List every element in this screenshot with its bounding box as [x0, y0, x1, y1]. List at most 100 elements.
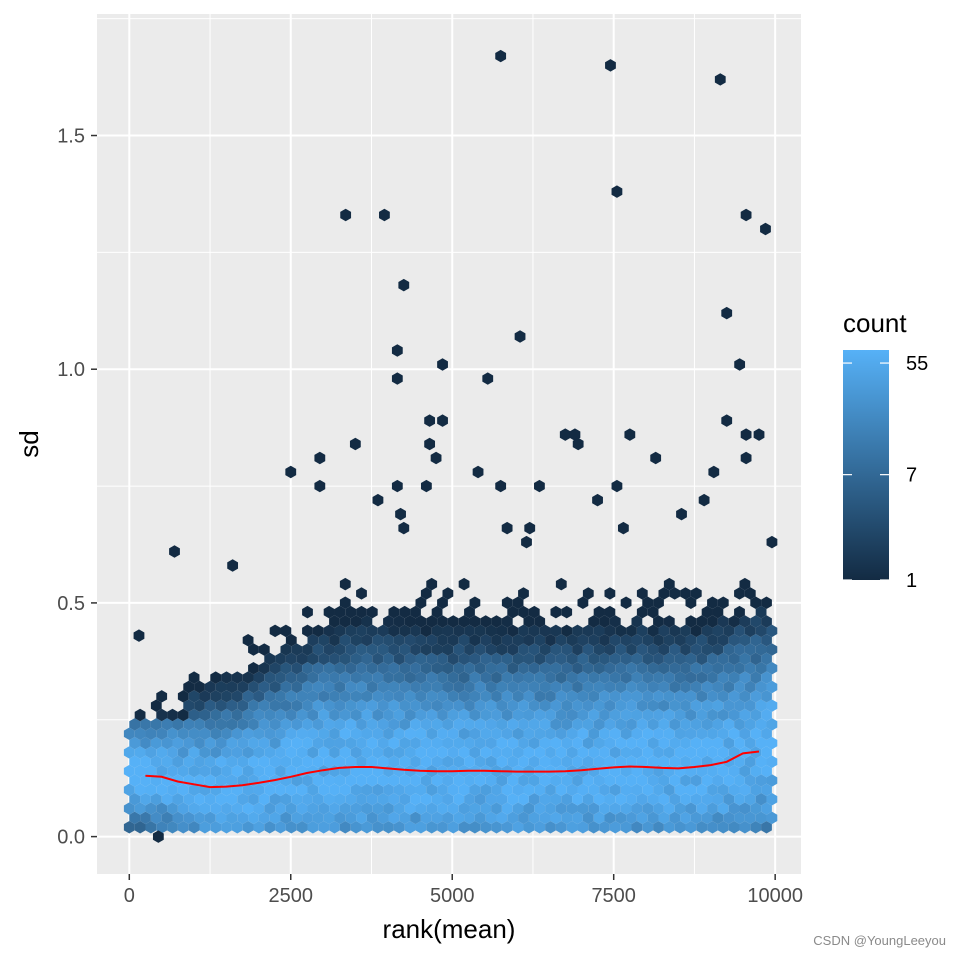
hex-bin	[377, 680, 389, 694]
hex-bin	[545, 783, 556, 797]
hex-bin	[339, 727, 351, 740]
hex-bin	[437, 708, 448, 722]
hex-bin	[172, 792, 184, 806]
hex-bin	[577, 690, 589, 703]
hex-bin	[253, 821, 265, 834]
hex-bin	[231, 690, 243, 703]
hex-bin	[766, 680, 778, 694]
hex-bin	[453, 811, 465, 825]
hex-bin	[615, 699, 627, 712]
hex-bin	[755, 643, 767, 656]
hex-bin	[685, 708, 697, 722]
hex-bin	[302, 718, 313, 731]
hex-bin	[318, 671, 330, 684]
hex-bin	[350, 652, 362, 666]
hex-bin	[712, 624, 724, 638]
hex-bin	[377, 792, 389, 806]
hex-bin	[701, 624, 713, 638]
hex-bin	[599, 783, 610, 797]
hex-bin	[631, 633, 643, 647]
y-tick-label: 0.5	[57, 593, 85, 615]
hex-bin	[474, 643, 486, 656]
hex-bin	[528, 755, 540, 769]
hex-bin	[377, 774, 389, 787]
hex-bin	[555, 746, 567, 759]
hex-bin	[518, 792, 529, 806]
hex-bin	[356, 736, 367, 750]
hex-bin	[334, 736, 346, 750]
hex-bin	[415, 615, 427, 628]
hex-bin	[744, 718, 756, 731]
hex-bin	[345, 680, 357, 694]
hex-bin	[647, 718, 659, 731]
hex-bin	[750, 802, 762, 815]
hex-bin	[134, 727, 146, 740]
hex-bin	[712, 736, 724, 750]
hex-bin	[426, 802, 438, 815]
hex-bin	[750, 596, 762, 610]
hex-bin	[653, 596, 664, 610]
hex-bin	[518, 643, 529, 656]
hex-bin	[140, 755, 151, 769]
legend-label: 1	[906, 570, 917, 592]
hex-bin	[566, 727, 578, 740]
hex-bin	[458, 633, 470, 647]
hex-bin	[501, 821, 513, 834]
hex-bin	[685, 596, 697, 610]
hex-bin	[458, 615, 470, 628]
hex-bin	[626, 792, 637, 806]
outlier-hex	[753, 428, 765, 441]
hex-bin	[501, 690, 513, 703]
hex-bin	[663, 690, 675, 703]
hex-bin	[615, 736, 627, 750]
outlier-hex	[398, 278, 410, 292]
hex-bin	[707, 764, 718, 778]
hex-bin	[507, 624, 519, 638]
hex-bin	[755, 774, 767, 787]
hex-bin	[393, 671, 405, 684]
hex-bin	[674, 708, 686, 722]
hex-bin	[291, 811, 303, 825]
hex-bin	[496, 624, 508, 638]
hex-bin	[734, 662, 745, 675]
hex-bin	[636, 680, 648, 694]
hex-bin	[334, 718, 346, 731]
hex-bin	[345, 811, 357, 825]
hex-bin	[766, 624, 778, 638]
hex-bin	[399, 662, 411, 675]
x-axis-title: rank(mean)	[383, 914, 516, 944]
hex-bin	[609, 821, 621, 834]
hex-bin	[669, 755, 681, 769]
hex-bin	[404, 821, 416, 834]
hex-bin	[447, 690, 459, 703]
hex-bin	[323, 811, 335, 825]
hex-bin	[712, 662, 724, 675]
hex-bin	[739, 633, 751, 647]
hex-bin	[291, 699, 303, 712]
hex-bin	[318, 821, 330, 834]
hex-bin	[761, 690, 772, 703]
hex-bin	[280, 662, 292, 675]
hex-bin	[437, 746, 448, 759]
hex-bin	[712, 699, 724, 712]
hex-bin	[588, 671, 600, 684]
hex-bin	[512, 802, 524, 815]
hex-bin	[669, 811, 681, 825]
hex-bin	[685, 783, 697, 797]
hex-bin	[555, 690, 567, 703]
hex-bin	[345, 699, 357, 712]
hex-bin	[426, 708, 438, 722]
hex-bin	[739, 708, 751, 722]
hex-bin	[609, 671, 621, 684]
hex-bin	[615, 755, 627, 769]
hex-bin	[599, 821, 610, 834]
hex-bin	[253, 746, 265, 759]
hex-bin	[210, 802, 222, 815]
hex-bin	[572, 792, 583, 806]
hex-bin	[280, 736, 292, 750]
hex-bin	[388, 811, 400, 825]
outlier-hex	[495, 49, 507, 63]
hex-bin	[653, 746, 664, 759]
hex-bin	[658, 792, 670, 806]
hex-bin	[653, 727, 664, 740]
